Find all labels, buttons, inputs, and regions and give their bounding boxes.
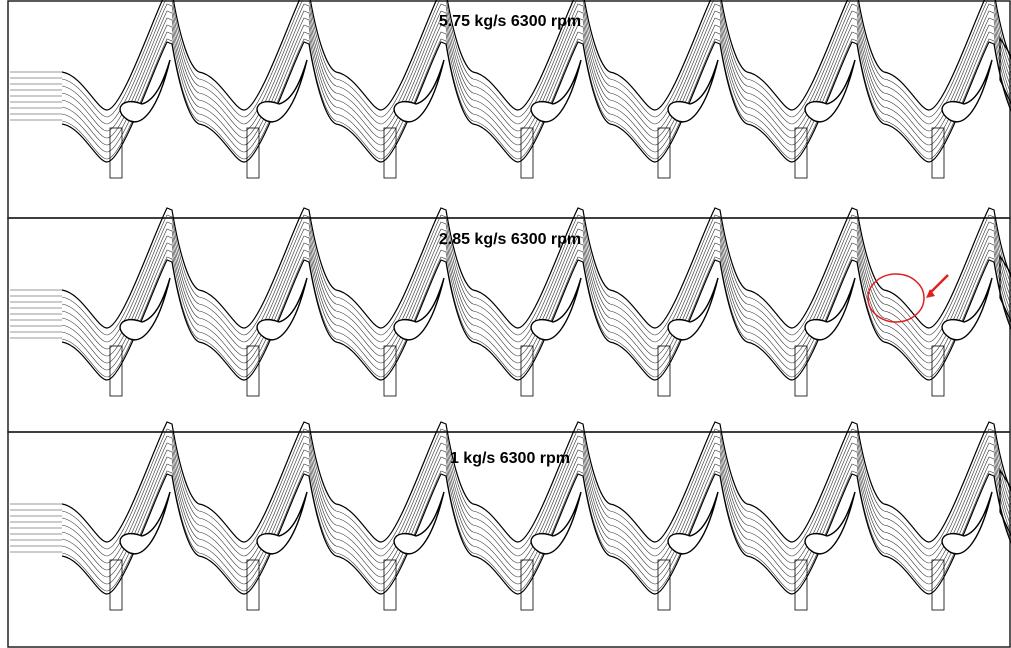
passage-outline — [61, 259, 1011, 381]
panel-frame — [7, 217, 1011, 433]
stator-block — [520, 559, 534, 611]
blade — [804, 59, 856, 123]
highlight-arrow — [929, 274, 949, 294]
stator-block — [109, 127, 123, 179]
blade — [804, 277, 856, 341]
streamline — [61, 449, 1011, 571]
streamline — [61, 228, 1011, 350]
blade — [804, 491, 856, 555]
passage-outline — [61, 41, 1011, 163]
stator-block — [657, 345, 671, 397]
streamline — [61, 242, 1011, 364]
highlight-circle — [867, 273, 925, 323]
blade — [256, 277, 308, 341]
streamline — [61, 456, 1011, 578]
stator-block — [109, 559, 123, 611]
blade — [393, 491, 445, 555]
stator-block — [520, 345, 534, 397]
blade — [256, 491, 308, 555]
blade — [667, 491, 719, 555]
blade — [941, 277, 993, 341]
stator-block — [246, 559, 260, 611]
streamline — [61, 463, 1011, 585]
stator-block — [383, 345, 397, 397]
blade — [119, 277, 171, 341]
panel-title: 2.85 kg/s 6300 rpm — [439, 231, 581, 248]
stator-block — [657, 559, 671, 611]
blade — [119, 491, 171, 555]
streamline — [61, 428, 1011, 550]
stator-block — [246, 127, 260, 179]
blade — [667, 59, 719, 123]
blade — [530, 59, 582, 123]
streamline — [61, 442, 1011, 564]
stator-block — [794, 345, 808, 397]
streamline-art — [10, 0, 1011, 611]
passage-outline — [61, 0, 1011, 111]
stator-block — [383, 559, 397, 611]
blade — [393, 277, 445, 341]
passage-outline — [61, 473, 1011, 595]
stator-block — [794, 127, 808, 179]
panel-title: 5.75 kg/s 6300 rpm — [439, 13, 581, 30]
streamline — [61, 256, 1011, 378]
streamline — [61, 0, 1011, 118]
blade — [393, 59, 445, 123]
stator-block — [109, 345, 123, 397]
blade — [256, 59, 308, 123]
arrow-head — [926, 289, 935, 298]
streamline — [61, 214, 1011, 336]
blade — [941, 491, 993, 555]
blade — [530, 491, 582, 555]
passage-outline — [61, 207, 1011, 329]
streamline — [61, 221, 1011, 343]
stator-block — [931, 345, 945, 397]
stator-block — [931, 559, 945, 611]
passage-outline — [61, 421, 1011, 543]
blade — [119, 59, 171, 123]
stator-block — [520, 127, 534, 179]
streamline — [61, 435, 1011, 557]
streamline — [61, 31, 1011, 153]
stator-block — [383, 127, 397, 179]
blade — [941, 59, 993, 123]
blade — [667, 277, 719, 341]
stator-block — [657, 127, 671, 179]
streamline — [61, 38, 1011, 160]
streamline — [61, 24, 1011, 146]
stator-block — [931, 127, 945, 179]
blade — [530, 277, 582, 341]
stator-block — [794, 559, 808, 611]
streamline — [61, 17, 1011, 139]
streamline — [61, 470, 1011, 592]
panel-title: 1 kg/s 6300 rpm — [450, 450, 570, 467]
streamline — [61, 3, 1011, 125]
stator-block — [246, 345, 260, 397]
streamline — [61, 10, 1011, 132]
